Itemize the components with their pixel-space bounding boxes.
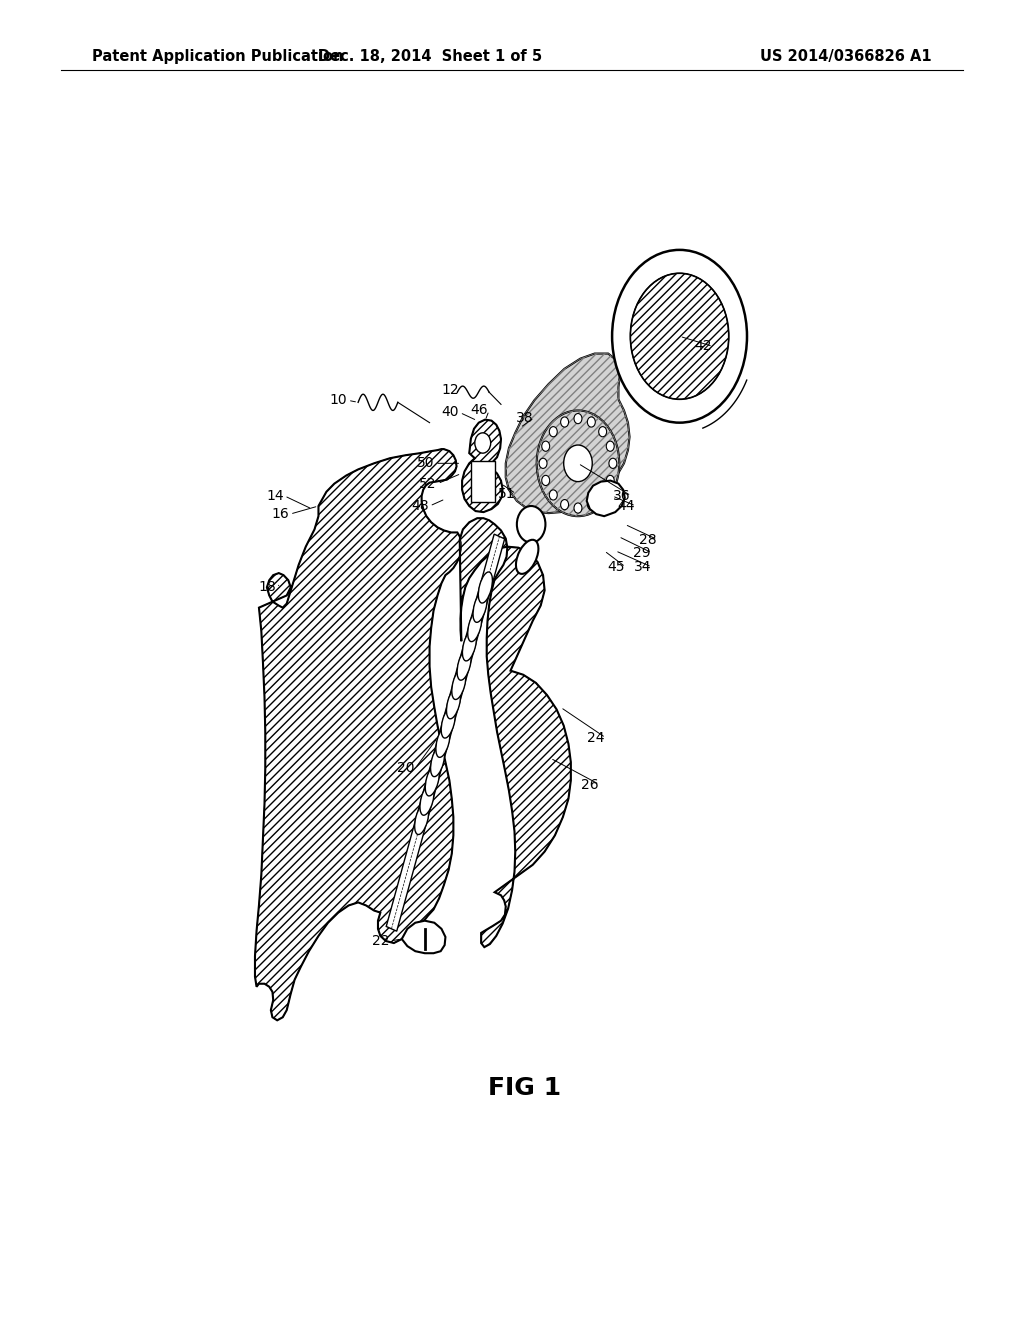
Text: 28: 28 [639,532,656,546]
Ellipse shape [420,784,434,816]
Text: 22: 22 [372,935,389,948]
Ellipse shape [436,726,450,758]
Text: 20: 20 [397,762,415,775]
Polygon shape [401,921,445,953]
Text: 45: 45 [607,560,625,574]
Text: 34: 34 [634,560,651,574]
FancyBboxPatch shape [471,461,495,502]
Ellipse shape [463,630,476,661]
Circle shape [539,458,547,469]
Circle shape [549,490,557,500]
Text: 48: 48 [412,499,429,513]
Text: US 2014/0366826 A1: US 2014/0366826 A1 [760,49,932,65]
Text: Patent Application Publication: Patent Application Publication [92,49,344,65]
Text: 14: 14 [266,488,284,503]
Polygon shape [462,420,503,512]
Polygon shape [506,354,630,513]
Circle shape [475,433,490,453]
Text: 18: 18 [258,581,275,594]
Text: 42: 42 [694,339,712,354]
Text: Dec. 18, 2014  Sheet 1 of 5: Dec. 18, 2014 Sheet 1 of 5 [318,49,542,65]
Text: 40: 40 [441,405,459,420]
Text: 29: 29 [634,545,651,560]
Circle shape [599,426,606,437]
Circle shape [574,413,582,424]
Circle shape [517,506,546,543]
Ellipse shape [473,591,487,622]
Circle shape [561,417,568,428]
Circle shape [561,499,568,510]
Ellipse shape [425,764,439,796]
Text: 51: 51 [498,487,515,500]
Ellipse shape [457,649,471,680]
Ellipse shape [468,611,481,642]
Circle shape [542,475,550,486]
Circle shape [609,458,616,469]
Text: 52: 52 [419,477,436,491]
Text: 12: 12 [441,383,459,397]
Ellipse shape [415,804,429,834]
Circle shape [549,426,557,437]
Text: 38: 38 [516,411,534,425]
Polygon shape [386,535,505,931]
Circle shape [606,475,614,486]
Ellipse shape [441,708,456,738]
Text: 26: 26 [581,777,599,792]
Circle shape [612,249,748,422]
Text: 10: 10 [330,393,347,408]
Text: 46: 46 [471,404,488,417]
Circle shape [588,417,595,428]
Circle shape [631,273,729,399]
Text: 24: 24 [588,731,605,744]
Text: 50: 50 [417,457,434,470]
Polygon shape [587,480,625,516]
Polygon shape [460,519,570,948]
Circle shape [574,503,582,513]
Circle shape [606,441,614,451]
Ellipse shape [452,668,466,700]
Ellipse shape [516,540,539,574]
Circle shape [542,441,550,451]
Ellipse shape [478,572,493,603]
Polygon shape [255,449,461,1020]
Text: FIG 1: FIG 1 [488,1076,561,1101]
Ellipse shape [431,746,444,776]
Ellipse shape [446,688,461,719]
Text: 36: 36 [612,488,631,503]
Text: 16: 16 [271,507,289,521]
Circle shape [537,411,620,516]
Circle shape [588,499,595,510]
Circle shape [563,445,592,482]
Text: 44: 44 [617,499,635,513]
Circle shape [599,490,606,500]
